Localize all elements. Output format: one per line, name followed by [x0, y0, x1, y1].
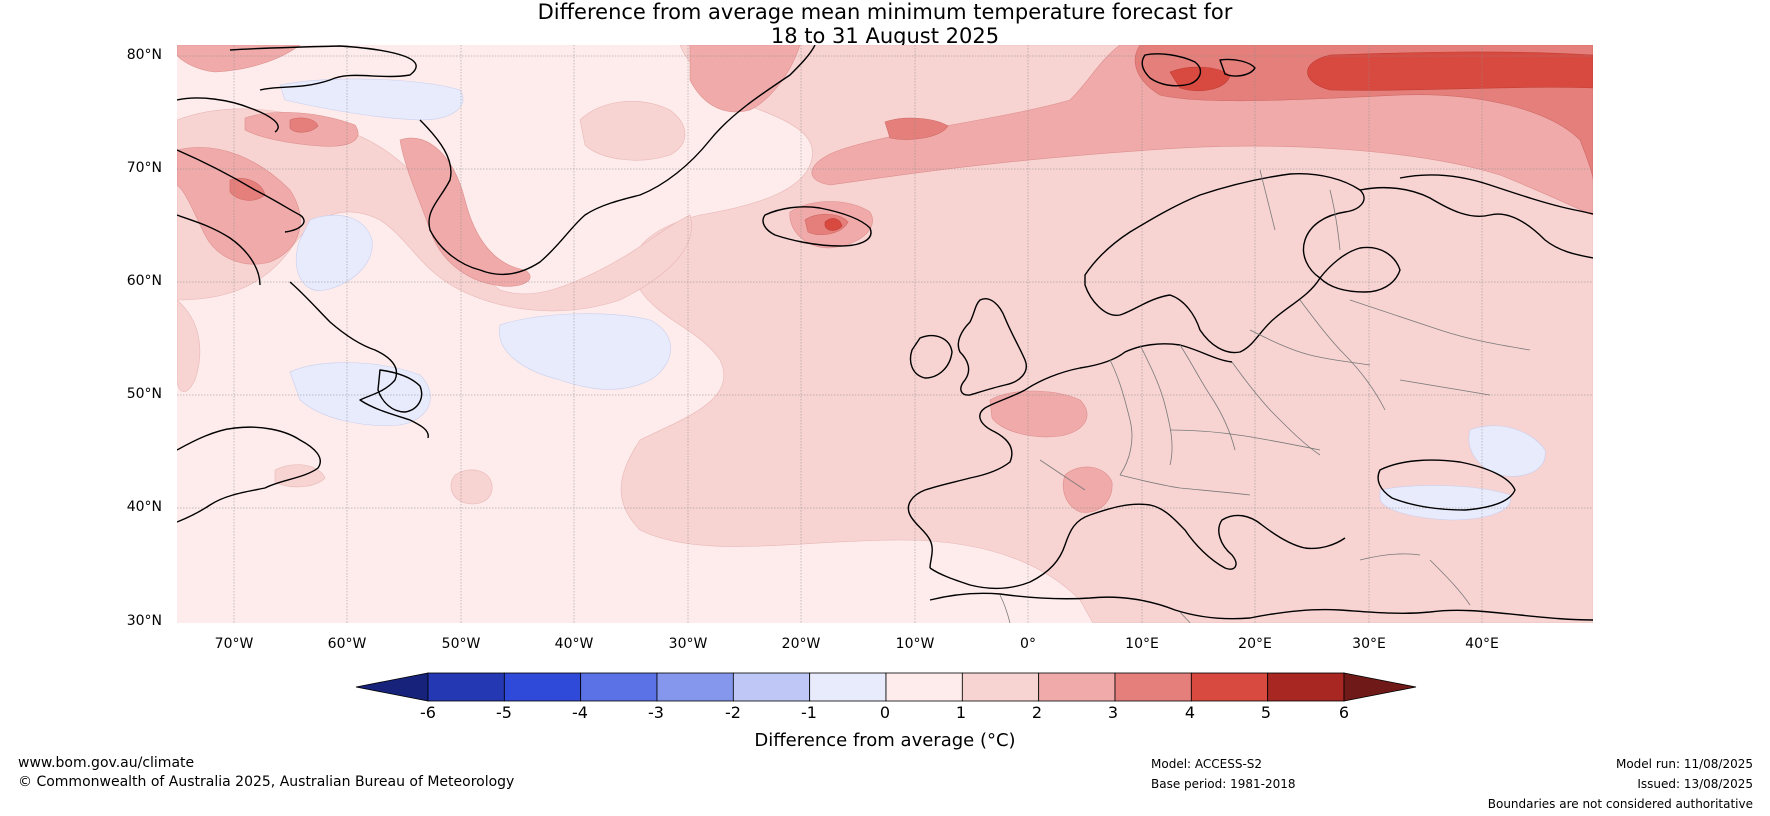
colorbar-segment	[656, 672, 734, 702]
base-period-text: Base period: 1981-2018	[1151, 777, 1296, 791]
anomaly-region-1-2	[177, 299, 201, 392]
anomaly-region-3-4	[289, 117, 319, 133]
lat-label-80n: 80°N	[126, 47, 162, 63]
anomaly-region-4-5	[1307, 51, 1593, 91]
lon-label-20e: 20°E	[1238, 636, 1272, 652]
anomaly-region-minus1-0	[279, 78, 464, 121]
colorbar-segment	[1190, 672, 1269, 702]
lon-label-0: 0°	[1020, 636, 1036, 652]
anomaly-region-2-3	[399, 137, 531, 287]
colorbar-extend-low	[355, 672, 429, 702]
colorbar-tick: -5	[496, 703, 512, 722]
colorbar-segment	[732, 672, 811, 702]
colorbar-segment	[503, 672, 582, 702]
colorbar-segment	[427, 672, 505, 702]
colorbar-segment	[1038, 672, 1116, 702]
disclaimer-text: Boundaries are not considered authoritat…	[1487, 797, 1753, 811]
lat-label-70n: 70°N	[126, 160, 162, 176]
colorbar-segment	[580, 672, 658, 702]
lon-label-30w: 30°W	[668, 636, 708, 652]
lon-label-30e: 30°E	[1352, 636, 1386, 652]
lon-label-50w: 50°W	[441, 636, 481, 652]
anomaly-region-2-3	[177, 45, 301, 73]
map-title-line2: 18 to 31 August 2025	[770, 24, 1000, 48]
map-title: Difference from average mean minimum tem…	[0, 0, 1770, 48]
model-text: Model: ACCESS-S2	[1151, 757, 1263, 771]
colorbar-tick: 2	[1031, 703, 1043, 722]
colorbar-tick: 6	[1338, 703, 1350, 722]
copyright-text: © Commonwealth of Australia 2025, Austra…	[18, 774, 515, 790]
lon-label-40w: 40°W	[554, 636, 594, 652]
lon-label-20w: 20°W	[781, 636, 821, 652]
colorbar-tick: -4	[572, 703, 588, 722]
lat-label-50n: 50°N	[126, 386, 162, 402]
anomaly-region-2-3	[989, 390, 1088, 438]
anomaly-region-1-2	[579, 101, 686, 161]
anomaly-region-1-2	[620, 45, 1593, 623]
colorbar-segment	[961, 672, 1040, 702]
lon-label-40e: 40°E	[1465, 636, 1499, 652]
anomaly-region-minus1-0	[295, 214, 373, 291]
colorbar-tick: -2	[725, 703, 741, 722]
anomaly-region-3-4	[884, 117, 949, 140]
map-title-line1: Difference from average mean minimum tem…	[537, 0, 1233, 24]
colorbar-extend-high	[1343, 672, 1417, 702]
colorbar-segment	[885, 672, 963, 702]
anomaly-region-minus1-0	[499, 313, 671, 390]
colorbar-tick: -1	[801, 703, 817, 722]
website-text: www.bom.gov.au/climate	[18, 755, 195, 771]
coastlines	[177, 45, 1593, 621]
colorbar-segment	[1114, 672, 1192, 702]
lon-label-10w: 10°W	[895, 636, 935, 652]
issued-text: Issued: 13/08/2025	[1637, 777, 1753, 791]
lat-label-30n: 30°N	[126, 613, 162, 629]
lat-label-40n: 40°N	[126, 499, 162, 515]
anomaly-region-2-3	[177, 147, 301, 265]
colorbar-tick: 4	[1184, 703, 1196, 722]
colorbar-tick: -6	[420, 703, 436, 722]
anomaly-region-2-3	[1062, 466, 1113, 513]
model-run-text: Model run: 11/08/2025	[1615, 757, 1753, 771]
anomaly-region-minus1-0	[1468, 425, 1546, 477]
colorbar-label: Difference from average (°C)	[754, 730, 1016, 751]
colorbar-tick: 3	[1107, 703, 1119, 722]
colorbar-tick: 0	[879, 703, 891, 722]
colorbar-segment	[1267, 672, 1345, 702]
lat-label-60n: 60°N	[126, 273, 162, 289]
graticule	[177, 45, 1593, 623]
lon-label-10e: 10°E	[1125, 636, 1159, 652]
country-borders	[999, 169, 1531, 623]
colorbar-tick: 5	[1260, 703, 1272, 722]
anomaly-region-minus1-0	[1379, 485, 1511, 521]
colorbar-tick: 1	[955, 703, 967, 722]
lon-label-70w: 70°W	[214, 636, 254, 652]
anomaly-region-2-3	[689, 45, 801, 113]
colorbar-segment	[809, 672, 887, 702]
anomaly-region-4-5	[824, 218, 843, 231]
lon-label-60w: 60°W	[327, 636, 367, 652]
colorbar-tick: -3	[648, 703, 664, 722]
